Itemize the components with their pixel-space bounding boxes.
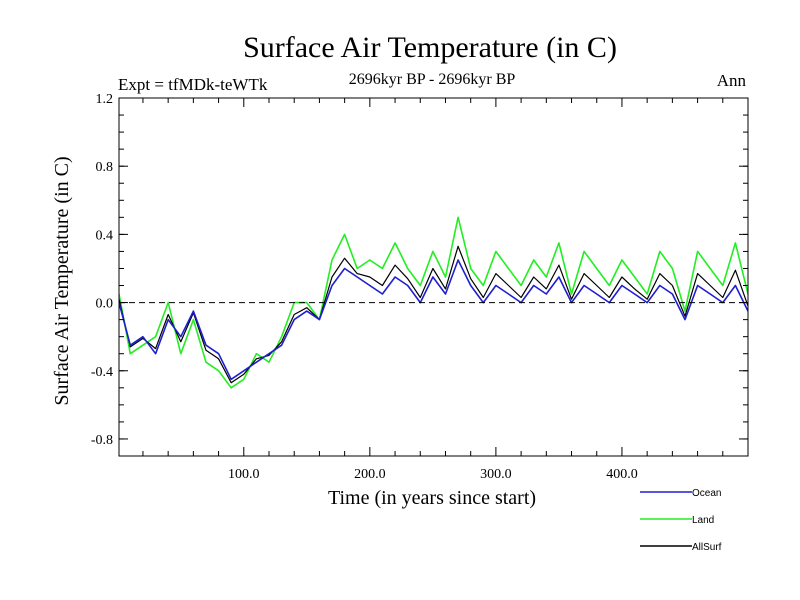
x-axis-label: Time (in years since start) [328,487,536,509]
season-label: Ann [717,71,747,90]
legend-label-land: Land [692,515,714,526]
series-group [119,216,748,389]
experiment-label: Expt = tfMDk-teWTk [118,75,268,94]
chart-title: Surface Air Temperature (in C) [243,31,617,64]
series-line-ocean [119,259,748,381]
plot-frame [118,97,749,457]
x-tick-label: 300.0 [480,467,512,482]
legend: Ocean Land AllSurf [640,488,722,553]
y-tick-label: 0.0 [96,297,114,312]
plot-area: -0.8 -0.4 0.0 0.4 0.8 1.2 100.0 200.0 300.0 400.0 [91,92,749,482]
x-tick-label: 400.0 [606,467,638,482]
y-tick-label: -0.4 [91,365,113,380]
x-tick-label: 200.0 [354,467,386,482]
y-tick-label: -0.8 [91,433,113,448]
x-tick-label: 100.0 [228,467,260,482]
legend-label-allsurf: AllSurf [692,542,722,553]
y-tick-label: 1.2 [96,92,114,107]
legend-label-ocean: Ocean [692,488,721,499]
y-tick-label: 0.4 [96,228,114,243]
period-label: 2696kyr BP - 2696kyr BP [349,71,516,88]
y-axis-label: Surface Air Temperature (in C) [51,156,73,405]
series-line-land [119,216,748,389]
series-line-allsurf [119,245,748,384]
y-tick-label: 0.8 [96,160,114,175]
